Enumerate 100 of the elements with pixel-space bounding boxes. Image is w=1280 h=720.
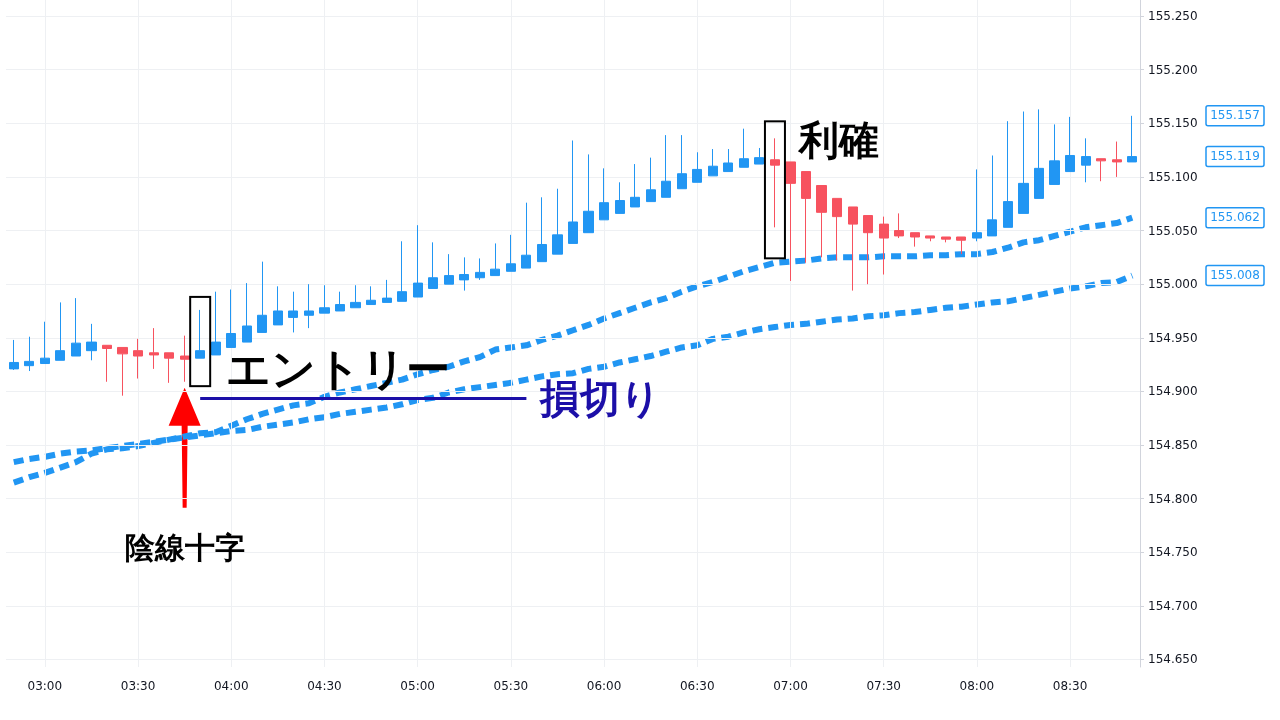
candlestick: [816, 185, 827, 258]
candlestick: [413, 224, 423, 298]
candlestick: [1127, 115, 1137, 163]
x-tick-label: 06:00: [586, 679, 622, 693]
y-tick-label: 154.950: [1148, 330, 1198, 345]
candlestick: [226, 289, 236, 348]
candlestick: [661, 134, 671, 198]
candlestick: [1049, 123, 1060, 185]
candlestick: [164, 352, 174, 384]
candlestick: [583, 153, 594, 234]
y-tick-label: 154.700: [1148, 598, 1198, 613]
candlestick: [770, 137, 780, 228]
x-tick-label: 07:00: [773, 679, 808, 693]
x-tick-label: 08:30: [1052, 679, 1088, 693]
y-tick-label: 154.900: [1148, 384, 1198, 399]
candlestick: [397, 240, 407, 302]
candlestick: [9, 339, 19, 371]
candlestick: [149, 327, 159, 370]
candlestick: [894, 212, 904, 239]
annotation: 陰線十字: [124, 530, 245, 566]
candlestick: [195, 309, 205, 359]
candlestick: [552, 188, 563, 255]
y-tick-label: 154.800: [1148, 491, 1198, 506]
candlestick: [568, 139, 578, 244]
candlestick: [475, 257, 485, 281]
text: 155.157: [1210, 108, 1260, 123]
candlestick: [444, 253, 454, 285]
ref-line-label: 損切り: [538, 374, 662, 421]
candlestick: [319, 284, 330, 314]
x-tick-label: 06:30: [679, 679, 715, 693]
candlestick: [1034, 108, 1044, 199]
candlestick: [304, 283, 314, 329]
candlestick: [1065, 116, 1075, 173]
candlestick: [599, 167, 609, 221]
text: 155.119: [1210, 149, 1260, 164]
candlestick: [257, 261, 267, 333]
candlestick: [24, 336, 34, 372]
y-tick-label: 154.650: [1148, 652, 1198, 667]
candlestick: [1018, 111, 1029, 214]
candlestick: [801, 171, 811, 264]
y-tick-label: 155.050: [1148, 223, 1198, 238]
candlestick: [180, 335, 190, 383]
x-tick-label: 03:30: [120, 679, 156, 693]
y-tick-label: 154.750: [1148, 545, 1198, 560]
candlestick: [40, 321, 50, 365]
candlestick: [646, 157, 656, 203]
candlestick: [754, 147, 764, 165]
candlestick: [521, 202, 531, 269]
candlestick: [987, 154, 997, 237]
candlestick: [506, 234, 516, 272]
candlestick: [1112, 141, 1122, 178]
x-tick-label: 04:30: [307, 679, 342, 693]
candlestick: [910, 232, 920, 248]
x-tick-label: 05:00: [400, 679, 435, 693]
x-tick-label: 04:00: [213, 679, 249, 693]
candlestick: [615, 181, 625, 214]
candlestick: [71, 297, 81, 357]
candlestick: [925, 235, 935, 242]
candlestick: [863, 215, 873, 285]
candlestick: [708, 148, 718, 177]
candlestick: [848, 206, 858, 292]
candlestick: [102, 344, 112, 383]
candlestick: [879, 216, 889, 276]
candlestick: [1096, 158, 1106, 182]
x-tick-label: 05:30: [493, 679, 529, 693]
y-tick-label: 155.250: [1148, 9, 1198, 24]
candlestick: [350, 284, 361, 309]
y-tick-label: 155.100: [1148, 169, 1198, 184]
candlestick: [86, 323, 97, 361]
y-tick-label: 155.200: [1148, 62, 1198, 77]
candlestick: [972, 168, 982, 242]
x-tick-label: 07:30: [866, 679, 901, 693]
candlestick: [242, 282, 252, 343]
candlestick: [133, 338, 143, 380]
candlestick: [335, 291, 345, 312]
y-tick-label: 154.850: [1148, 438, 1198, 453]
candlestick: [630, 163, 640, 208]
text: 155.008: [1210, 268, 1260, 283]
y-tick-label: 155.150: [1148, 116, 1198, 131]
candlestick: [55, 301, 65, 361]
candlestick: [785, 161, 796, 282]
candlestick: [459, 256, 469, 292]
candlestick: [382, 279, 392, 303]
candlestick: [1081, 137, 1091, 183]
candlestick: [211, 291, 221, 356]
candlestick: [723, 148, 733, 173]
candlestick: [428, 241, 438, 289]
x-tick-label: 03:00: [27, 679, 63, 693]
x-tick-label: 08:00: [959, 679, 995, 693]
candlestick: [537, 196, 547, 263]
annotation: 利確: [796, 117, 879, 164]
candlestick: [832, 197, 842, 262]
candlestick: [692, 151, 702, 183]
candlestick: [288, 291, 298, 333]
text: 155.062: [1210, 210, 1260, 225]
candlestick: [677, 134, 687, 190]
candlestick: [273, 285, 283, 326]
candlestick: [739, 128, 749, 168]
candlestick: [366, 285, 376, 306]
candlestick: [956, 236, 966, 255]
